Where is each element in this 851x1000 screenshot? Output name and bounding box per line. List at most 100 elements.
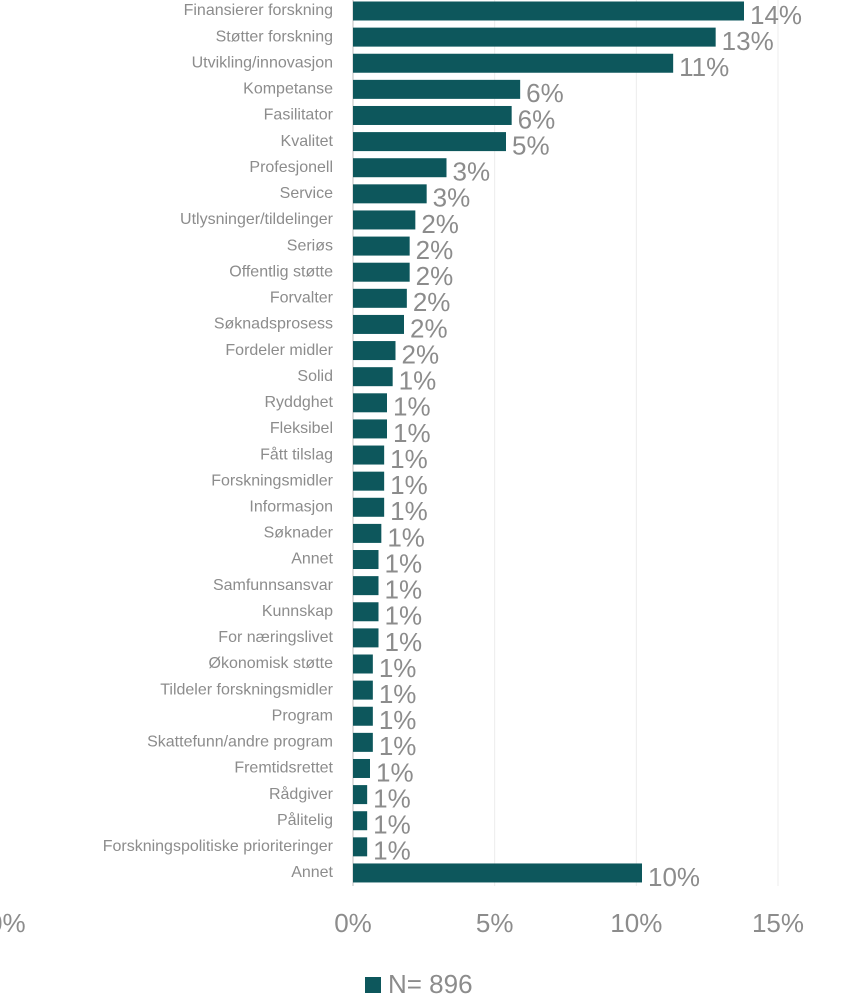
value-label: 5% bbox=[512, 130, 550, 160]
bar bbox=[353, 471, 385, 491]
bar bbox=[353, 132, 506, 152]
bar bbox=[353, 314, 404, 334]
value-label: 1% bbox=[379, 679, 417, 709]
bar bbox=[353, 288, 407, 308]
y-tick-label: Fasilitator bbox=[264, 107, 334, 124]
bar bbox=[353, 341, 396, 361]
value-label: 3% bbox=[453, 157, 491, 187]
bar bbox=[353, 1, 744, 21]
bar bbox=[353, 811, 368, 831]
bar bbox=[353, 628, 379, 648]
value-label: 3% bbox=[433, 183, 471, 213]
y-tick-label: Solid bbox=[297, 368, 333, 385]
bar bbox=[353, 367, 393, 387]
y-tick-label: Fremtidsrettet bbox=[234, 760, 333, 777]
y-tick-label: Tildeler forskningsmidler bbox=[160, 681, 333, 698]
bar bbox=[353, 53, 674, 73]
value-label: 1% bbox=[385, 548, 423, 578]
y-tick-label: Pålitelig bbox=[277, 811, 333, 829]
value-label: 10% bbox=[648, 862, 700, 892]
bar bbox=[353, 550, 379, 570]
bar bbox=[353, 523, 382, 543]
y-tick-label: Offentlig støtte bbox=[229, 263, 333, 280]
value-label: 1% bbox=[379, 705, 417, 735]
bar bbox=[353, 758, 370, 778]
bar bbox=[353, 393, 387, 413]
y-tick-label: Forvalter bbox=[270, 290, 334, 307]
value-label: 1% bbox=[390, 444, 428, 474]
y-tick-label: Søknader bbox=[264, 525, 334, 542]
value-label: 1% bbox=[385, 601, 423, 631]
bar bbox=[353, 706, 373, 726]
value-label: 1% bbox=[390, 470, 428, 500]
x-tick-label: 5% bbox=[476, 908, 514, 938]
x-tick-label: 10% bbox=[610, 908, 662, 938]
bar bbox=[353, 863, 642, 883]
bar bbox=[353, 785, 368, 805]
bar bbox=[353, 236, 410, 256]
value-label: 2% bbox=[410, 313, 448, 343]
value-label: 1% bbox=[385, 575, 423, 605]
bar bbox=[353, 602, 379, 622]
value-label: 2% bbox=[402, 339, 440, 369]
value-label: 1% bbox=[379, 731, 417, 761]
bar bbox=[353, 184, 427, 204]
y-tick-label: Ryddghet bbox=[265, 394, 334, 411]
value-label: 1% bbox=[373, 810, 411, 840]
y-tick-label: For næringslivet bbox=[218, 629, 333, 646]
value-label: 2% bbox=[416, 261, 454, 291]
y-tick-label: Søknadsprosess bbox=[214, 316, 333, 333]
value-label: 1% bbox=[390, 496, 428, 526]
value-label: 1% bbox=[393, 392, 431, 422]
y-tick-label: Annet bbox=[291, 551, 333, 568]
bar bbox=[353, 732, 373, 752]
bar bbox=[353, 654, 373, 674]
bar bbox=[353, 105, 512, 125]
value-label: 1% bbox=[373, 836, 411, 866]
y-tick-label: Kompetanse bbox=[243, 81, 333, 98]
bar bbox=[353, 262, 410, 282]
bar bbox=[353, 680, 373, 700]
value-label: 1% bbox=[379, 653, 417, 683]
x-tick-label: 0% bbox=[334, 908, 372, 938]
legend-label: N= 896 bbox=[388, 969, 473, 999]
value-label: 2% bbox=[416, 235, 454, 265]
legend-swatch bbox=[365, 977, 381, 993]
value-label: 11% bbox=[679, 52, 729, 82]
y-tick-label: Utvikling/innovasjon bbox=[192, 54, 333, 71]
y-tick-label: Finansierer forskning bbox=[184, 2, 333, 19]
y-tick-label: Fleksibel bbox=[270, 420, 333, 437]
y-tick-label: Fått tilslag bbox=[260, 445, 333, 463]
y-tick-label: Skattefunn/andre program bbox=[147, 734, 333, 751]
y-tick-label: Samfunnsansvar bbox=[213, 577, 334, 594]
bar bbox=[353, 445, 385, 465]
bar bbox=[353, 158, 447, 178]
y-tick-label: Fordeler midler bbox=[225, 342, 333, 359]
bar bbox=[353, 79, 521, 99]
y-tick-label: Økonomisk støtte bbox=[209, 655, 334, 672]
value-label: 1% bbox=[393, 418, 431, 448]
x-tick-label: 15% bbox=[752, 908, 804, 938]
value-label: 6% bbox=[526, 78, 564, 108]
y-tick-label: Informasjon bbox=[249, 498, 333, 515]
y-tick-label: Forskningsmidler bbox=[211, 472, 333, 489]
bar bbox=[353, 576, 379, 596]
y-tick-label: Utlysninger/tildelinger bbox=[180, 211, 334, 228]
value-label: 1% bbox=[376, 757, 414, 787]
bar bbox=[353, 837, 368, 857]
y-tick-label: Seriøs bbox=[287, 237, 333, 254]
y-tick-label: Rådgiver bbox=[269, 785, 334, 803]
y-tick-label: Støtter forskning bbox=[216, 28, 333, 45]
y-tick-label: Program bbox=[272, 707, 333, 724]
y-tick-label: Annet bbox=[291, 864, 333, 881]
y-tick-label: Kunnskap bbox=[262, 603, 333, 620]
bar bbox=[353, 27, 716, 47]
value-label: 6% bbox=[518, 104, 556, 134]
value-label: 1% bbox=[387, 522, 425, 552]
value-label: 14% bbox=[750, 0, 802, 30]
value-label: 2% bbox=[421, 209, 459, 239]
clipped-tick-label: 0% bbox=[0, 908, 26, 938]
bar bbox=[353, 210, 416, 230]
